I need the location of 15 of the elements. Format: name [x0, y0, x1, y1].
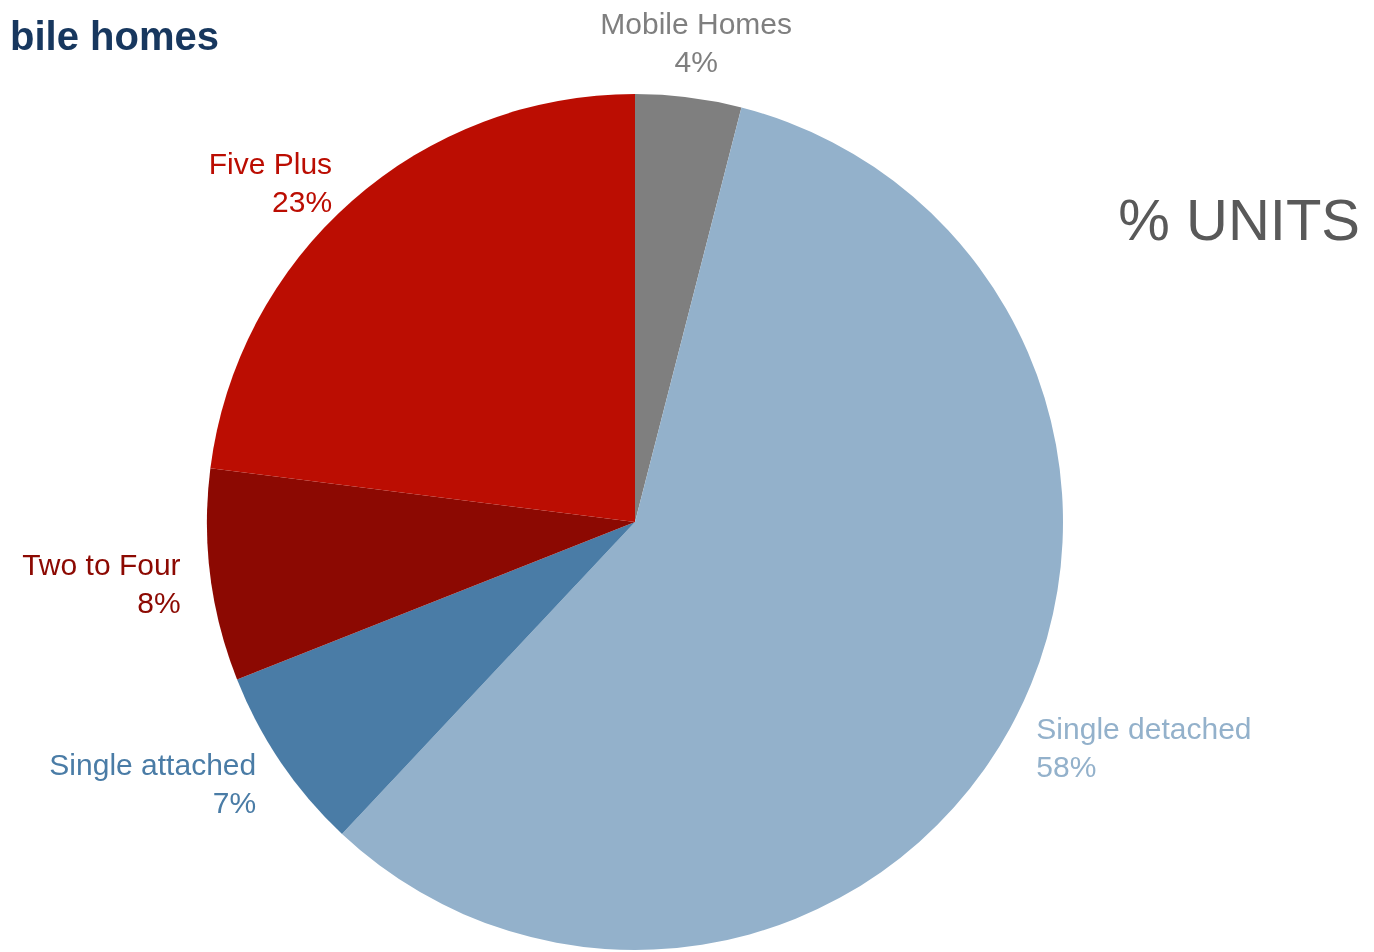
data-label: 58% [1036, 749, 1097, 783]
slice-label: Mobile Homes [600, 6, 793, 40]
data-label: 7% [212, 786, 257, 820]
slice-label: Two to Four [22, 548, 181, 582]
pie-slice [635, 94, 742, 522]
data-label: 4% [674, 44, 718, 78]
text: % UNITS [1118, 187, 1360, 252]
pie-slice [210, 94, 635, 522]
pie-slice [207, 468, 635, 680]
data-label: 8% [137, 586, 181, 620]
data-label: 23% [272, 185, 333, 219]
slice-label: Single detached [1036, 711, 1252, 745]
slice-label: Five Plus [208, 147, 333, 181]
chart-title: bile homes [10, 14, 219, 58]
slice-label: Single attached [49, 748, 257, 782]
